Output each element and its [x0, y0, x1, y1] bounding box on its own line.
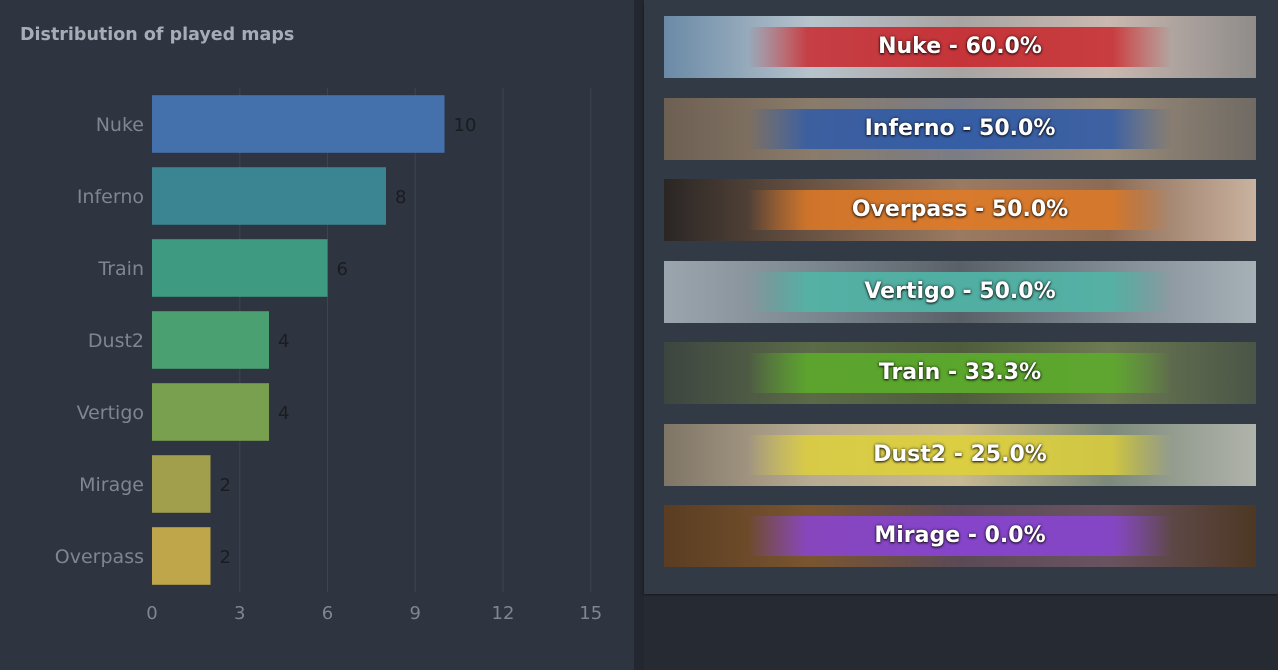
map-winrate-label: Inferno - 50.0%	[864, 116, 1056, 141]
map-winrate-label: Dust2 - 25.0%	[873, 442, 1047, 467]
value-label-vertigo: 4	[278, 403, 289, 424]
map-winrate-label: Mirage - 0.0%	[874, 523, 1046, 548]
bar-vertigo	[152, 383, 269, 441]
map-banner-inferno: Inferno - 50.0%	[664, 98, 1256, 160]
map-winrate-panel: Nuke - 60.0% Inferno - 50.0% Overpass - 50…	[644, 0, 1278, 594]
category-label-mirage: Mirage	[79, 474, 144, 496]
winrate-band	[748, 516, 1172, 556]
bar-mirage	[152, 455, 211, 513]
panel-divider	[634, 0, 644, 670]
x-tick-label-3: 9	[410, 603, 421, 624]
bar-nuke	[152, 95, 445, 153]
category-label-inferno: Inferno	[77, 186, 144, 208]
map-winrate-label: Vertigo - 50.0%	[864, 279, 1056, 304]
bar-dust2	[152, 311, 269, 369]
value-label-dust2: 4	[278, 331, 289, 352]
winrate-band	[748, 353, 1172, 393]
category-label-train: Train	[97, 258, 144, 280]
x-tick-label-0: 0	[146, 603, 157, 624]
category-label-dust2: Dust2	[88, 330, 144, 352]
map-banner-overpass: Overpass - 50.0%	[664, 179, 1256, 241]
map-winrate-label: Train - 33.3%	[878, 360, 1042, 385]
winrate-band	[748, 109, 1172, 149]
winrate-band	[748, 27, 1172, 67]
bar-train	[152, 239, 328, 297]
chart-panel: Distribution of played maps Nuke 10 Infern…	[0, 0, 634, 670]
x-tick-label-1: 3	[234, 603, 245, 624]
x-tick-label-5: 15	[579, 603, 602, 624]
value-label-train: 6	[337, 259, 348, 280]
map-banner-train: Train - 33.3%	[664, 342, 1256, 404]
map-winrate-label: Overpass - 50.0%	[851, 197, 1069, 222]
category-label-vertigo: Vertigo	[77, 402, 144, 424]
right-panel-footer	[644, 596, 1278, 670]
value-label-inferno: 8	[395, 187, 406, 208]
bar-inferno	[152, 167, 386, 225]
value-label-overpass: 2	[220, 547, 231, 568]
value-label-mirage: 2	[220, 475, 231, 496]
winrate-band	[748, 190, 1172, 230]
value-label-nuke: 10	[454, 115, 477, 136]
category-label-nuke: Nuke	[96, 114, 144, 136]
bar-overpass	[152, 527, 211, 585]
winrate-band	[748, 272, 1172, 312]
winrate-band	[748, 435, 1172, 475]
x-tick-label-2: 6	[322, 603, 333, 624]
bar-chart: Nuke 10 Inferno 8 Train 6 Dust2 4 Vertigo 4 Mirage…	[55, 88, 602, 624]
map-winrate-label: Nuke - 60.0%	[878, 34, 1042, 59]
x-tick-label-4: 12	[492, 603, 515, 624]
map-banner-nuke: Nuke - 60.0%	[664, 16, 1256, 78]
map-banner-dust2: Dust2 - 25.0%	[664, 424, 1256, 486]
map-banner-mirage: Mirage - 0.0%	[664, 505, 1256, 567]
chart-title: Distribution of played maps	[20, 25, 295, 45]
map-banner-vertigo: Vertigo - 50.0%	[664, 261, 1256, 323]
category-label-overpass: Overpass	[55, 546, 144, 568]
